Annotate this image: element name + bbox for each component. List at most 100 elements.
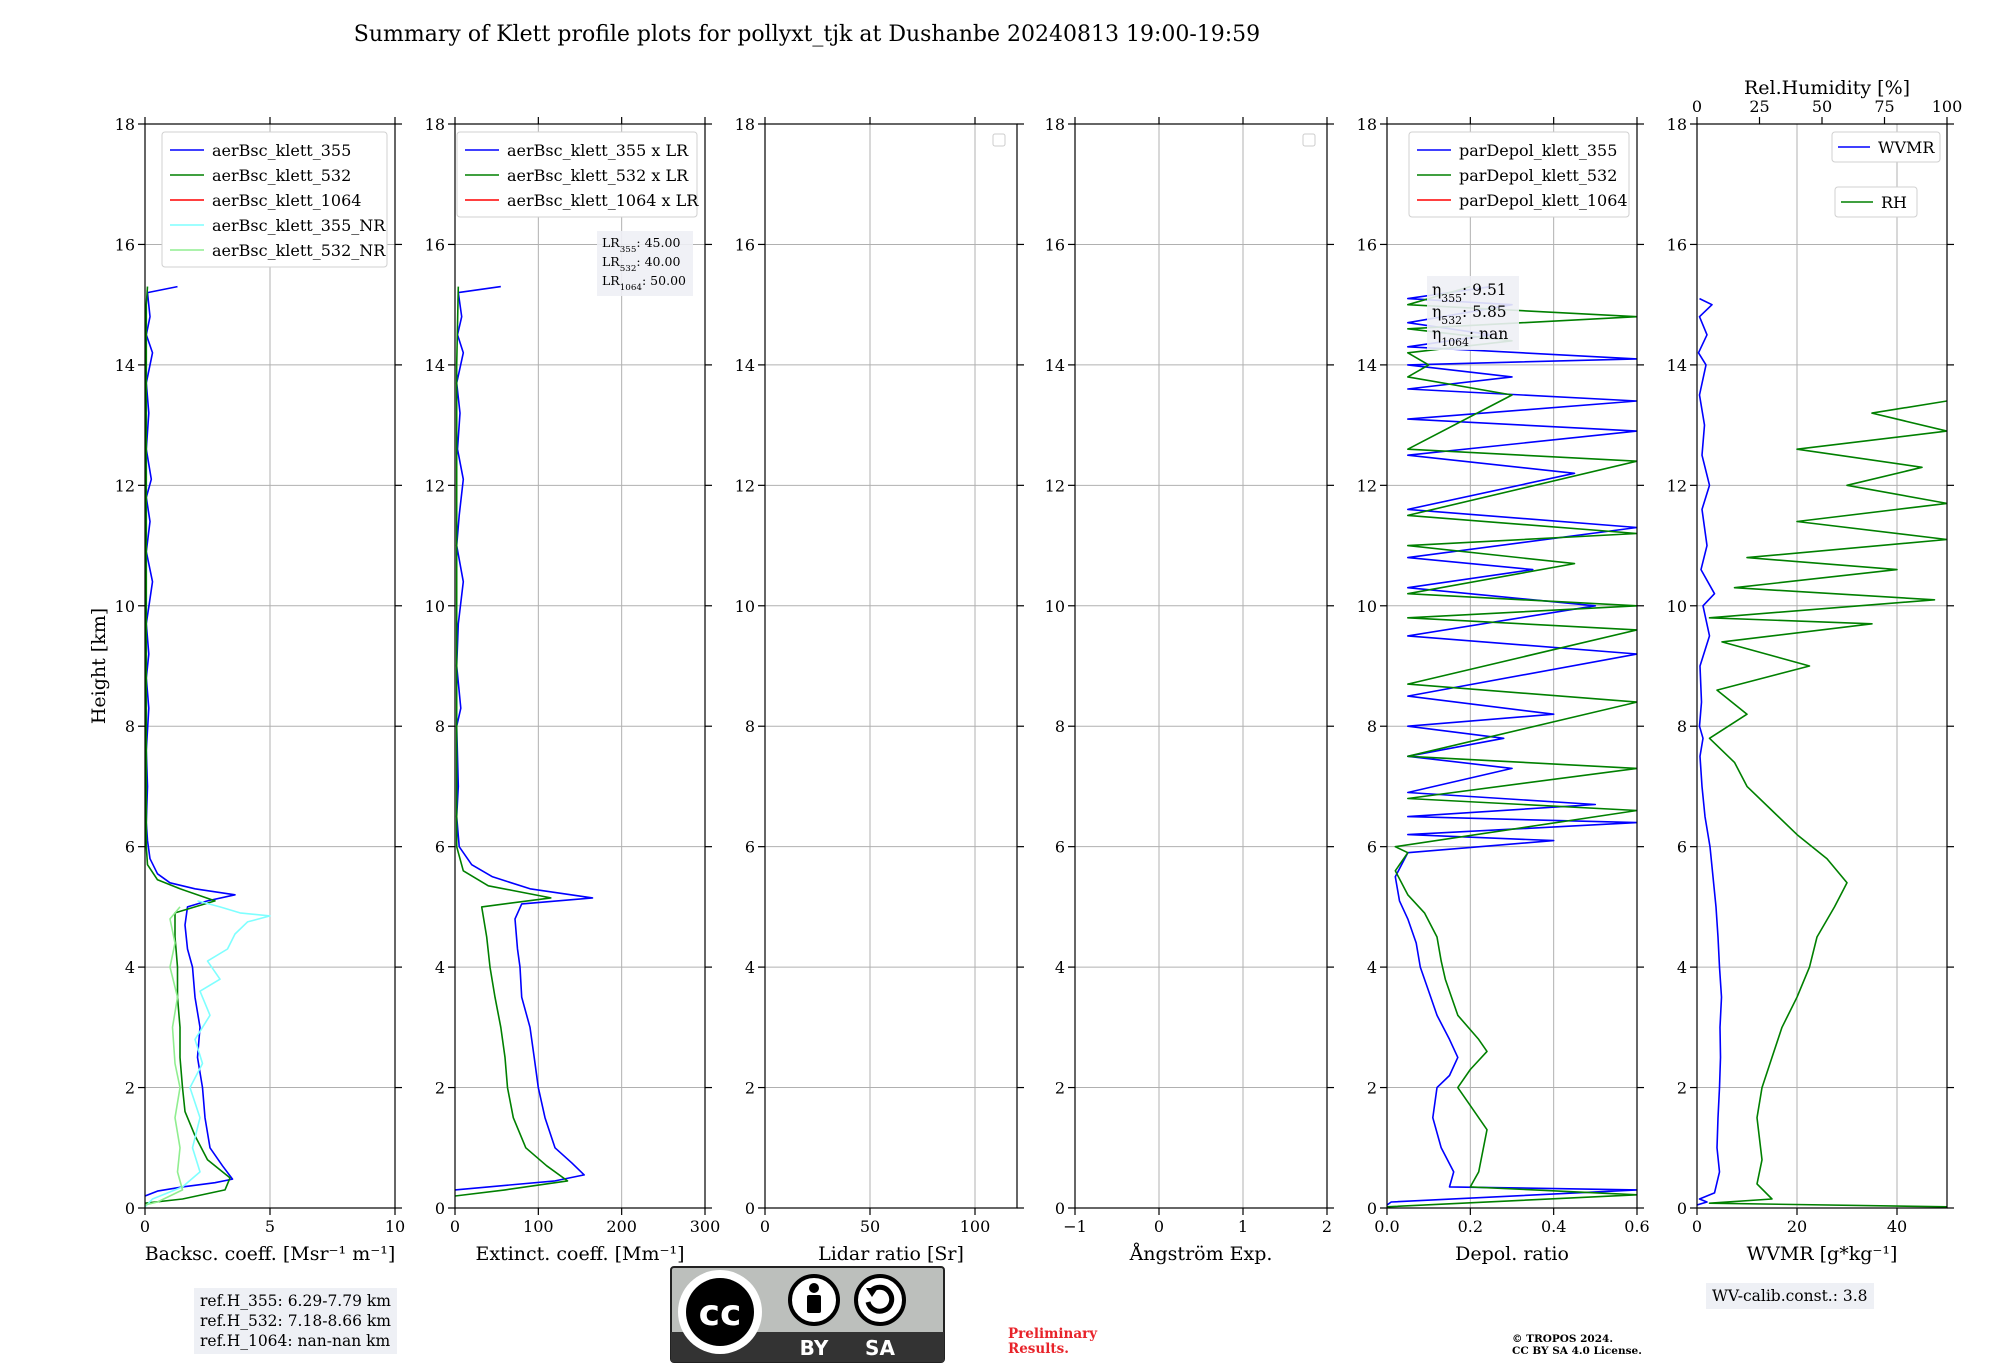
legend-label: WVMR xyxy=(1878,138,1935,157)
ytick-label: 16 xyxy=(115,235,135,254)
legend-label: aerBsc_klett_532 xyxy=(212,166,351,185)
xtick-label: 10 xyxy=(385,1217,405,1236)
series-line-aerBsc_klett_355_NR xyxy=(145,900,271,1208)
ytick-label: 0 xyxy=(1367,1199,1377,1218)
reference-height-box: ref.H_355: 6.29-7.79 km ref.H_532: 7.18-… xyxy=(194,1288,397,1354)
annotation-line: η532: 5.85 xyxy=(1432,303,1507,327)
ytick-label: 14 xyxy=(425,356,445,375)
panel-extinction: 0 2 4 6 8 10 12 14 16 18 0 100 200 300 Extinct. coeff.… xyxy=(425,115,721,1265)
xtick-label: 5 xyxy=(265,1217,275,1236)
xtick-label: 0.6 xyxy=(1624,1217,1649,1236)
ytick-label: 12 xyxy=(1667,476,1687,495)
ytick-label: 16 xyxy=(1667,235,1687,254)
x-axis-label: Depol. ratio xyxy=(1455,1243,1569,1265)
ytick-label: 2 xyxy=(435,1079,445,1098)
xtick-label: 300 xyxy=(690,1217,721,1236)
ytick-label: 10 xyxy=(735,597,755,616)
ytick-label: 14 xyxy=(735,356,755,375)
ytick-label: 18 xyxy=(1667,115,1687,134)
legend-box xyxy=(456,131,698,218)
ytick-label: 18 xyxy=(115,115,135,134)
panel-wvmr: 0 2 4 6 8 10 12 14 16 18 0 20 40 0 25 50 75 100 Rel.Humidi… xyxy=(1667,77,1963,1265)
ytick-label: 12 xyxy=(1045,476,1065,495)
xtick-label: 0 xyxy=(1692,1217,1702,1236)
ytick-label: 14 xyxy=(115,356,135,375)
ytick-label: 8 xyxy=(1367,717,1377,736)
ytick-label: 10 xyxy=(1045,597,1065,616)
series-group xyxy=(1387,285,1637,1208)
ytick-label: 0 xyxy=(125,1199,135,1218)
series-line-WVMR xyxy=(1697,297,1723,1206)
series-line-aerBsc_klett_355 x LR xyxy=(455,285,594,1191)
xtick-label: 20 xyxy=(1787,1217,1807,1236)
axes-frame xyxy=(1074,123,1328,1209)
xtick-label: 200 xyxy=(606,1217,637,1236)
sa-share-alike-icon xyxy=(854,1274,906,1326)
legend-box xyxy=(161,131,388,268)
x-axis-label: WVMR [g*kg⁻¹] xyxy=(1747,1243,1898,1265)
ytick-label: 2 xyxy=(125,1079,135,1098)
ytick-label: 10 xyxy=(115,597,135,616)
annotation-line: LR532: 40.00 xyxy=(602,254,680,274)
ytick-label: 8 xyxy=(745,717,755,736)
x-axis-label: Lidar ratio [Sr] xyxy=(818,1243,964,1265)
top-xtick-label: 50 xyxy=(1812,97,1832,116)
preliminary-line-2: Results. xyxy=(1008,1341,1069,1357)
annotation-line: LR1064: 50.00 xyxy=(602,273,686,293)
legend-label: aerBsc_klett_532_NR xyxy=(212,241,386,260)
by-label: BY xyxy=(800,1336,829,1360)
ytick-label: 18 xyxy=(1045,115,1065,134)
wv-calibration-constant: WV-calib.const.: 3.8 xyxy=(1712,1287,1868,1305)
xtick-label: 100 xyxy=(523,1217,554,1236)
axes-frame xyxy=(144,123,396,1209)
empty-legend-box xyxy=(1302,133,1316,147)
legend-box xyxy=(1834,186,1918,218)
xtick-label: 0.0 xyxy=(1374,1217,1399,1236)
series-group xyxy=(145,285,271,1208)
ytick-label: 16 xyxy=(1357,235,1377,254)
ytick-label: 18 xyxy=(1357,115,1377,134)
legend-box xyxy=(1408,131,1630,218)
xtick-label: 0 xyxy=(1154,1217,1164,1236)
xtick-label: 50 xyxy=(860,1217,880,1236)
ytick-label: 10 xyxy=(1667,597,1687,616)
ytick-label: 14 xyxy=(1667,356,1687,375)
axes-frame xyxy=(764,123,1018,1209)
preliminary-line-1: Preliminary xyxy=(1008,1326,1098,1342)
ytick-label: 0 xyxy=(435,1199,445,1218)
sa-label: SA xyxy=(865,1336,895,1360)
ytick-label: 18 xyxy=(735,115,755,134)
copyright-line-1: © TROPOS 2024. xyxy=(1512,1333,1614,1345)
ytick-label: 8 xyxy=(1055,717,1065,736)
annotation-line: LR355: 45.00 xyxy=(602,235,680,255)
ytick-label: 12 xyxy=(1357,476,1377,495)
ytick-label: 10 xyxy=(425,597,445,616)
annotation-box xyxy=(1427,276,1519,350)
annotation-line: η355: 9.51 xyxy=(1432,281,1507,305)
ytick-label: 0 xyxy=(1677,1199,1687,1218)
svg-text:cc: cc xyxy=(699,1293,742,1334)
top-xtick-label: 75 xyxy=(1874,97,1894,116)
xtick-label: 100 xyxy=(960,1217,991,1236)
ytick-label: 2 xyxy=(1367,1079,1377,1098)
legend-label: aerBsc_klett_355 xyxy=(212,141,351,160)
legend-label: parDepol_klett_1064 xyxy=(1459,191,1628,210)
ytick-label: 12 xyxy=(115,476,135,495)
legend-label: aerBsc_klett_532 x LR xyxy=(507,166,689,185)
ytick-label: 14 xyxy=(1357,356,1377,375)
legend-label: RH xyxy=(1881,193,1907,212)
series-line-aerBsc_klett_532_NR xyxy=(145,906,184,1206)
top-xtick-label: 25 xyxy=(1749,97,1769,116)
empty-legend-box xyxy=(992,133,1006,147)
ytick-label: 12 xyxy=(425,476,445,495)
x-axis-label: Ångström Exp. xyxy=(1129,1243,1273,1265)
ytick-label: 16 xyxy=(1045,235,1065,254)
ytick-label: 6 xyxy=(745,838,755,857)
ytick-label: 8 xyxy=(435,717,445,736)
ytick-label: 16 xyxy=(735,235,755,254)
legend-box xyxy=(1831,131,1941,163)
ytick-label: 6 xyxy=(125,838,135,857)
ytick-label: 12 xyxy=(735,476,755,495)
